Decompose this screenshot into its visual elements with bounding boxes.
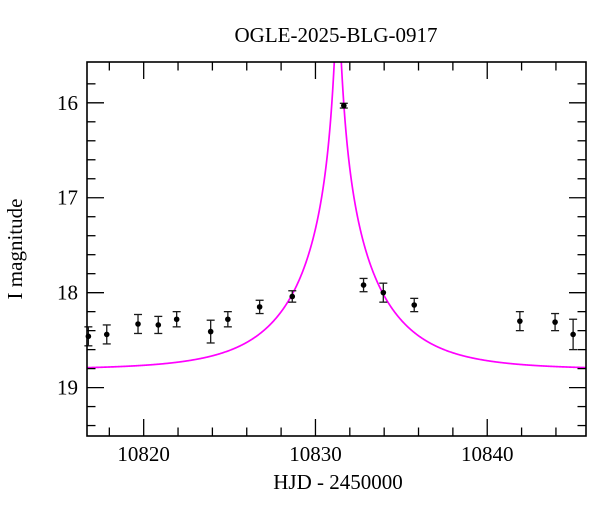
point-marker bbox=[341, 102, 347, 109]
point-marker bbox=[103, 331, 110, 338]
chart-title: OGLE-2025-BLG-0917 bbox=[235, 23, 438, 47]
point-marker bbox=[173, 316, 180, 323]
x-tick-label: 10840 bbox=[461, 442, 514, 466]
point-marker bbox=[380, 289, 387, 296]
x-tick-label: 10820 bbox=[117, 442, 170, 466]
data-point bbox=[223, 310, 232, 328]
point-marker bbox=[552, 319, 558, 325]
x-axis-label: HJD - 2450000 bbox=[273, 470, 403, 494]
x-tick-label: 10830 bbox=[289, 442, 342, 466]
data-point bbox=[255, 299, 264, 315]
model-curve-layer bbox=[87, 62, 586, 369]
point-marker bbox=[289, 293, 296, 300]
data-point bbox=[134, 313, 143, 335]
data-point bbox=[84, 326, 93, 347]
data-point bbox=[154, 315, 163, 335]
y-tick-label: 16 bbox=[57, 91, 78, 115]
data-points-layer bbox=[84, 102, 578, 351]
point-marker bbox=[360, 282, 367, 288]
axis-ticks-layer bbox=[87, 62, 586, 436]
data-point bbox=[410, 297, 419, 313]
point-marker bbox=[570, 331, 576, 338]
point-marker bbox=[207, 328, 214, 335]
data-point bbox=[172, 310, 181, 328]
point-marker bbox=[135, 321, 141, 327]
y-axis-label: I magnitude bbox=[3, 199, 27, 300]
point-marker bbox=[256, 304, 263, 310]
axis-tick-labels-layer: 10820 10830 10840 16 17 18 19 bbox=[57, 91, 513, 466]
point-marker bbox=[411, 302, 418, 308]
y-tick-label: 18 bbox=[57, 281, 78, 305]
data-point bbox=[288, 290, 297, 303]
y-tick-label: 19 bbox=[57, 376, 78, 400]
data-point bbox=[339, 102, 348, 109]
data-point bbox=[206, 319, 215, 344]
data-point bbox=[569, 318, 578, 351]
point-marker bbox=[225, 316, 231, 323]
data-point bbox=[515, 310, 524, 332]
plot-frame bbox=[86, 61, 587, 437]
y-tick-label: 17 bbox=[57, 186, 78, 210]
data-point bbox=[102, 324, 111, 345]
model-curve-path bbox=[87, 62, 586, 369]
data-point bbox=[359, 277, 368, 293]
point-marker bbox=[517, 318, 523, 324]
point-marker bbox=[155, 322, 162, 328]
data-point bbox=[379, 282, 388, 303]
data-point bbox=[551, 312, 560, 332]
